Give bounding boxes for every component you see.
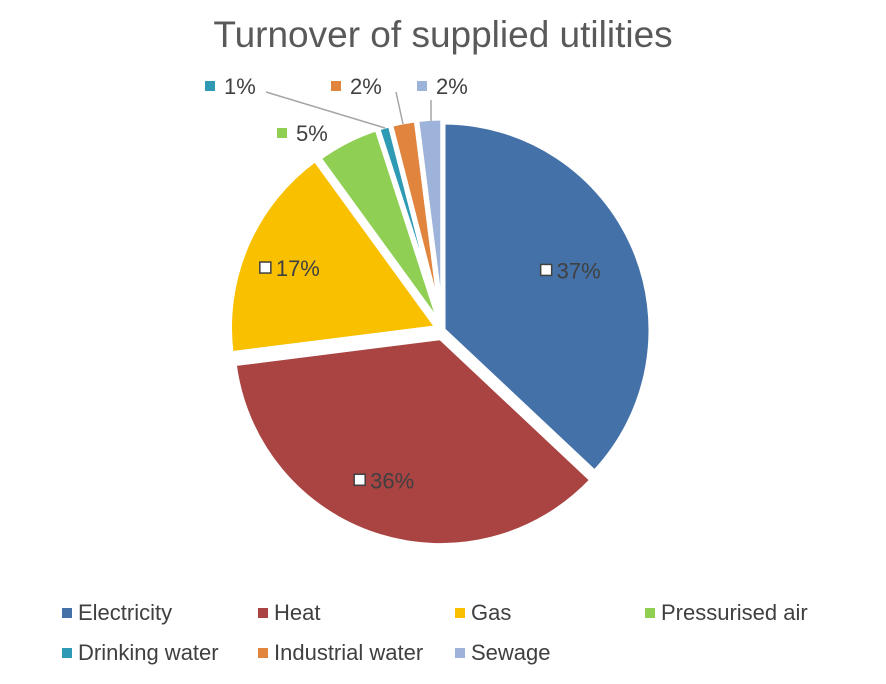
data-label-text: 2% — [350, 74, 382, 99]
legend-swatch — [455, 608, 465, 618]
data-label-pressurised-air: 5% — [277, 121, 328, 146]
data-label-industrial-water: 2% — [331, 74, 404, 125]
data-label-electricity: 37% — [539, 258, 601, 283]
data-label-marker — [259, 261, 272, 274]
legend-item-drinking-water: Drinking water — [62, 640, 219, 666]
chart-title: Turnover of supplied utilities — [213, 14, 673, 55]
legend-swatch — [62, 608, 72, 618]
data-label-text: 37% — [557, 258, 601, 283]
legend-label: Sewage — [471, 640, 551, 665]
legend: Electricity Heat Gas Pressurised air Drinkin… — [0, 596, 886, 676]
pie-slice-gas — [227, 156, 440, 357]
pie-slice-electricity — [440, 119, 654, 475]
data-label-marker — [205, 81, 215, 91]
legend-item-industrial-water: Industrial water — [258, 640, 423, 666]
data-label-marker — [539, 263, 553, 277]
legend-label: Electricity — [78, 600, 173, 625]
data-label-text: 2% — [436, 74, 468, 99]
legend-item-electricity: Electricity — [62, 600, 172, 626]
data-label-marker — [277, 128, 287, 138]
legend-swatch — [62, 648, 72, 658]
legend-label: Gas — [471, 600, 512, 625]
legend-label: Industrial water — [274, 640, 424, 665]
pie-slice-sewage — [414, 115, 446, 329]
data-label-marker — [353, 473, 366, 487]
data-label-marker — [331, 81, 341, 91]
data-label-marker — [417, 81, 427, 91]
leader-line — [395, 91, 404, 125]
legend-swatch — [258, 608, 268, 618]
data-label-text: 36% — [370, 468, 414, 493]
data-label-drinking-water: 1% — [205, 74, 386, 129]
data-label-text: 5% — [296, 121, 328, 146]
legend-label: Drinking water — [78, 640, 219, 665]
data-label-sewage: 2% — [417, 74, 468, 121]
data-label-text: 17% — [276, 256, 320, 281]
legend-swatch — [455, 648, 465, 658]
legend-swatch — [645, 608, 655, 618]
legend-item-pressurised-air: Pressurised air — [645, 600, 808, 626]
data-label-gas: 17% — [259, 256, 320, 281]
legend-label: Pressurised air — [661, 600, 808, 625]
data-label-heat: 36% — [353, 468, 414, 493]
legend-label: Heat — [274, 600, 321, 625]
legend-item-gas: Gas — [455, 600, 511, 626]
data-label-text: 1% — [224, 74, 256, 99]
legend-item-sewage: Sewage — [455, 640, 551, 666]
pie-chart: 37% 36% 17% 5% 1% 2% 2% — [205, 74, 654, 549]
legend-swatch — [258, 648, 268, 658]
pie-slice-heat — [231, 335, 595, 549]
leader-line — [265, 91, 386, 129]
legend-item-heat: Heat — [258, 600, 320, 626]
